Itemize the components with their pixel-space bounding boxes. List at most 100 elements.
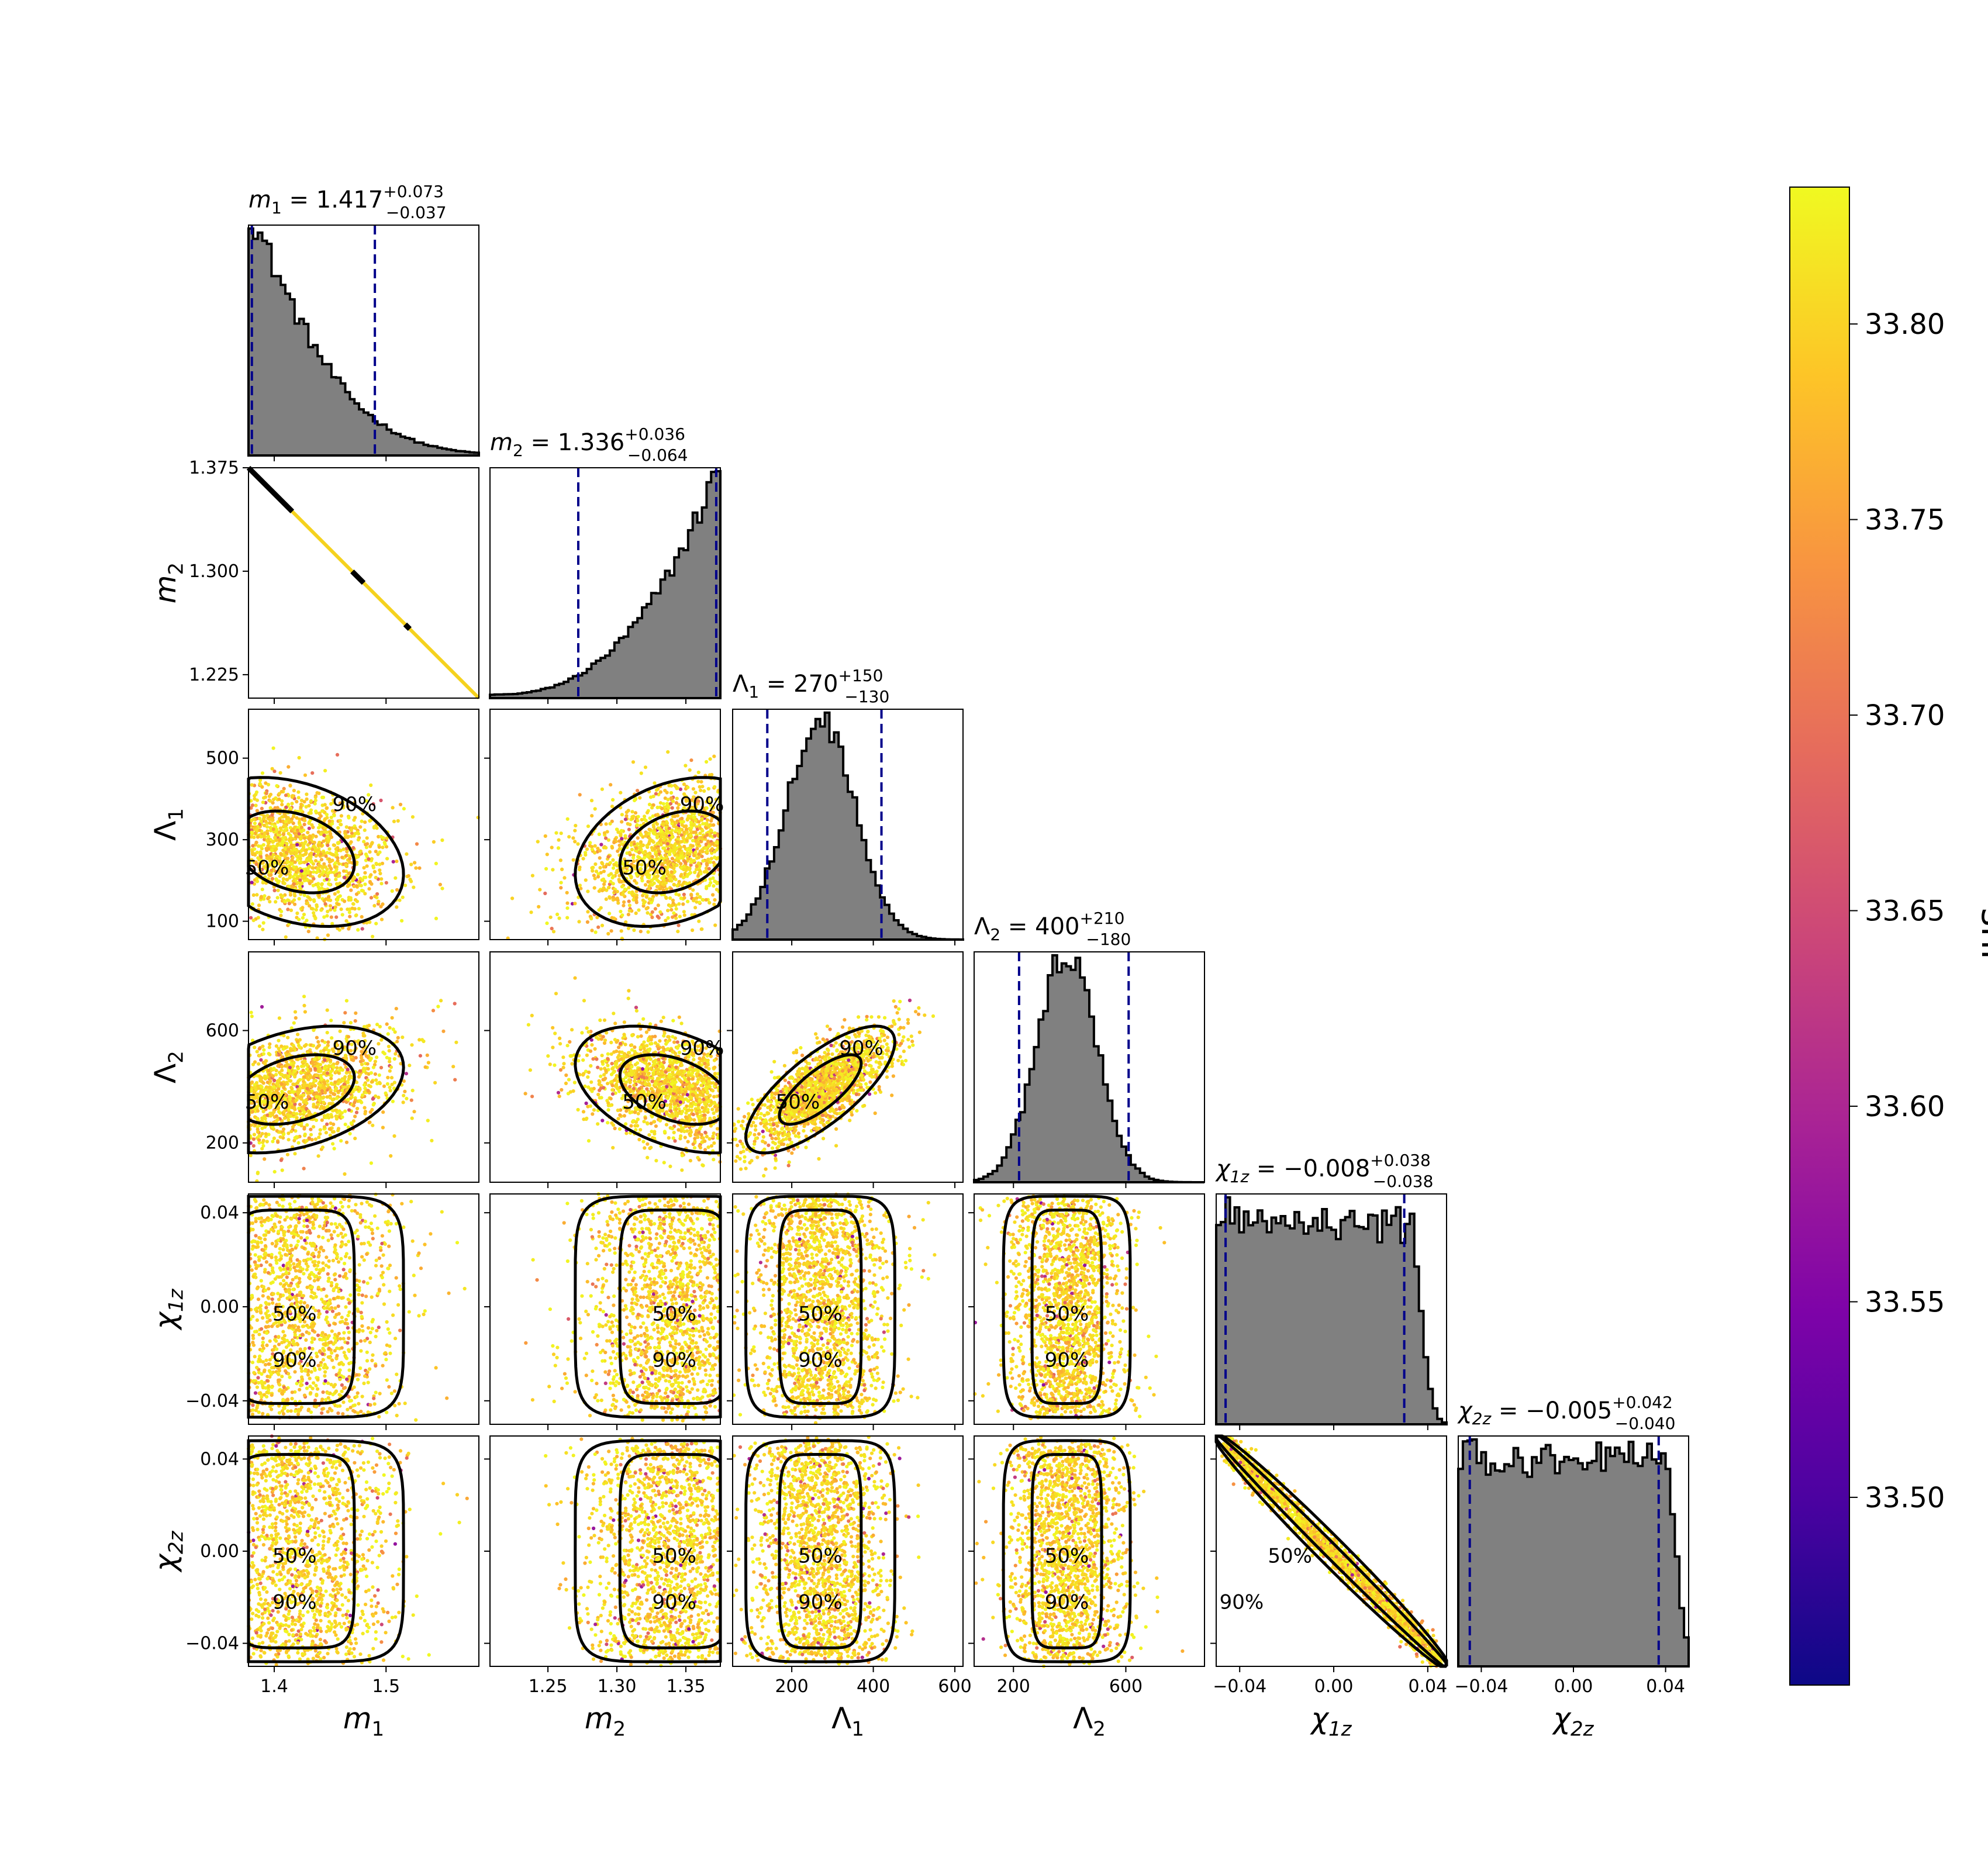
- scatter-points: [524, 976, 723, 1172]
- y-tick-label: 0.04: [200, 1449, 239, 1469]
- x-tick-label: 0.00: [1314, 1676, 1354, 1697]
- histogram-panel-lambda1: Λ1 = 270+150 −130: [733, 666, 963, 945]
- scatter-points: [247, 747, 480, 941]
- x-tick-label: 1.25: [529, 1676, 568, 1697]
- x-axis-label-m2: m2: [585, 1701, 626, 1741]
- x-tick-label: 600: [1109, 1676, 1143, 1697]
- scatter-panel-lambda1-chi2z: 50%90%200 400 600: [727, 1435, 972, 1697]
- scatter-panel-m1-m2: 1.225 1.300 1.375: [189, 458, 479, 704]
- x-axis-label-chi2z: χ2z: [1551, 1701, 1594, 1741]
- scatter-panel-lambda1-lambda2: 50% 90%: [727, 952, 963, 1188]
- contour-label-90pct: 90%: [333, 1037, 377, 1060]
- y-tick-label: 500: [206, 748, 239, 769]
- histogram-title: m2 = 1.336+0.036 −0.064: [490, 424, 688, 465]
- contour-label-50pct: 50%: [798, 1545, 843, 1568]
- colorbar-tick-label: 33.70: [1865, 699, 1945, 732]
- y-tick-label: 1.375: [189, 458, 239, 478]
- contour-label-90pct: 90%: [839, 1037, 883, 1060]
- y-axis-label-lambda2: Λ2: [149, 1051, 188, 1083]
- contour-label-90pct: 90%: [272, 1349, 317, 1372]
- x-tick-label: 400: [857, 1676, 890, 1697]
- colorbar-tick-label: 33.80: [1865, 308, 1945, 341]
- colorbar-tick-label: 33.50: [1865, 1482, 1945, 1514]
- contour-label-50pct: 50%: [652, 1545, 696, 1568]
- y-tick-label: 1.225: [189, 665, 239, 685]
- y-tick-label: 100: [206, 912, 239, 932]
- x-tick-label: 600: [938, 1676, 971, 1697]
- scatter-panel-m2-chi1z: 50%90%: [484, 1192, 722, 1430]
- y-tick-label: 1.300: [189, 561, 239, 582]
- scatter-panel-lambda2-chi2z: 50%90%200 600: [968, 1436, 1204, 1697]
- histogram-bars: [490, 471, 720, 698]
- histogram-title: χ2z = −0.005+0.042 −0.040: [1457, 1393, 1675, 1433]
- histogram-bars: [1216, 1197, 1447, 1424]
- x-tick-label: 1.5: [372, 1676, 400, 1697]
- histogram-title: m1 = 1.417+0.073 −0.037: [248, 182, 447, 222]
- y-tick-label: 600: [206, 1021, 239, 1041]
- contour-label-50pct: 50%: [1045, 1303, 1089, 1326]
- y-tick-label: −0.04: [185, 1391, 239, 1411]
- corner-panels: m1 = 1.417+0.073 −0.037 1.225 1.300 1.375 m2 …: [149, 182, 1689, 1741]
- colorbar-gradient: [1790, 187, 1849, 1685]
- contour-label-50pct: 50%: [272, 1303, 317, 1326]
- scatter-panel-m1-lambda1: 50% 90% 100 300 500: [206, 709, 480, 945]
- histogram-panel-chi2z: χ2z = −0.005+0.042 −0.040−0.04 0.00 0.04: [1454, 1393, 1689, 1697]
- scatter-points: [731, 999, 935, 1178]
- scatter-panel-m2-lambda2: 50%90%: [484, 952, 724, 1188]
- scatter-panel-m2-lambda1: 50% 90%: [484, 709, 724, 945]
- histogram-title: Λ1 = 270+150 −130: [733, 666, 889, 706]
- degenerate-line-segment: [248, 468, 292, 512]
- contour-label-90pct: 90%: [1045, 1349, 1089, 1372]
- contour-label-90pct: 90%: [333, 793, 377, 816]
- y-tick-label: 200: [206, 1133, 239, 1154]
- contour-label-50pct: 50%: [245, 857, 289, 880]
- contour-label-50pct: 50%: [1268, 1545, 1312, 1568]
- scatter-panel-m1-chi2z: 50%90%1.4 1.5−0.040.000.04: [185, 1434, 479, 1697]
- x-axis-label-lambda1: Λ1: [831, 1701, 864, 1741]
- x-tick-label: 200: [997, 1676, 1030, 1697]
- scatter-panel-lambda2-chi1z: 50% 90%: [968, 1194, 1204, 1430]
- contour-label-50pct: 50%: [776, 1090, 820, 1114]
- contour-label-90pct: 90%: [652, 1591, 696, 1614]
- x-tick-label: 0.04: [1408, 1676, 1447, 1697]
- histogram-panel-m2: m2 = 1.336+0.036 −0.064: [490, 424, 720, 704]
- contour-label-90pct: 90%: [798, 1349, 843, 1372]
- scatter-panel-chi1z-chi2z: 50%90% −0.04 0.00 0.04: [1210, 1435, 1447, 1697]
- colorbar-label: snr: [1973, 907, 1988, 965]
- contour-label-90pct: 90%: [680, 793, 724, 816]
- y-tick-label: −0.04: [185, 1634, 239, 1654]
- y-axis-label-chi1z: χ1z: [149, 1288, 188, 1331]
- colorbar-tick-label: 33.75: [1865, 504, 1945, 537]
- y-tick-label: 0.00: [200, 1297, 239, 1317]
- contour-label-90pct: 90%: [652, 1349, 696, 1372]
- x-tick-label: 0.04: [1646, 1676, 1685, 1697]
- contour-label-90pct: 90%: [680, 1037, 724, 1060]
- x-tick-label: 0.00: [1554, 1676, 1593, 1697]
- histogram-bars: [1458, 1440, 1689, 1666]
- scatter-points: [1219, 1435, 1447, 1668]
- degenerate-line-segment: [352, 571, 364, 583]
- degenerate-line-segment: [405, 624, 410, 629]
- contour-label-90pct: 90%: [1220, 1591, 1264, 1614]
- panel-frame: [733, 1436, 963, 1666]
- contour-label-50pct: 50%: [245, 1090, 289, 1114]
- contour-label-50pct: 50%: [622, 857, 667, 880]
- y-axis-label-chi2z: χ2z: [149, 1530, 188, 1573]
- y-axis-label-m2: m2: [149, 562, 188, 603]
- contour-label-50pct: 50%: [272, 1545, 317, 1568]
- y-tick-label: 300: [206, 830, 239, 850]
- histogram-bars: [974, 955, 1204, 1182]
- histogram-panel-lambda2: Λ2 = 400+210 −180: [974, 909, 1204, 1188]
- colorbar-tick-label: 33.55: [1865, 1286, 1945, 1318]
- histogram-panel-chi1z: χ1z = −0.008+0.038 −0.038: [1215, 1151, 1447, 1430]
- y-tick-label: 0.04: [200, 1203, 239, 1223]
- x-tick-label: 1.4: [260, 1676, 288, 1697]
- x-axis-label-m1: m1: [343, 1701, 384, 1741]
- contour-label-50pct: 50%: [1045, 1545, 1089, 1568]
- y-axis-label-lambda1: Λ1: [149, 808, 188, 841]
- histogram-title: χ1z = −0.008+0.038 −0.038: [1215, 1151, 1433, 1191]
- histogram-panel-m1: m1 = 1.417+0.073 −0.037: [248, 182, 479, 461]
- scatter-panel-lambda1-chi1z: 50%90%: [727, 1193, 963, 1431]
- x-tick-label: −0.04: [1213, 1676, 1266, 1697]
